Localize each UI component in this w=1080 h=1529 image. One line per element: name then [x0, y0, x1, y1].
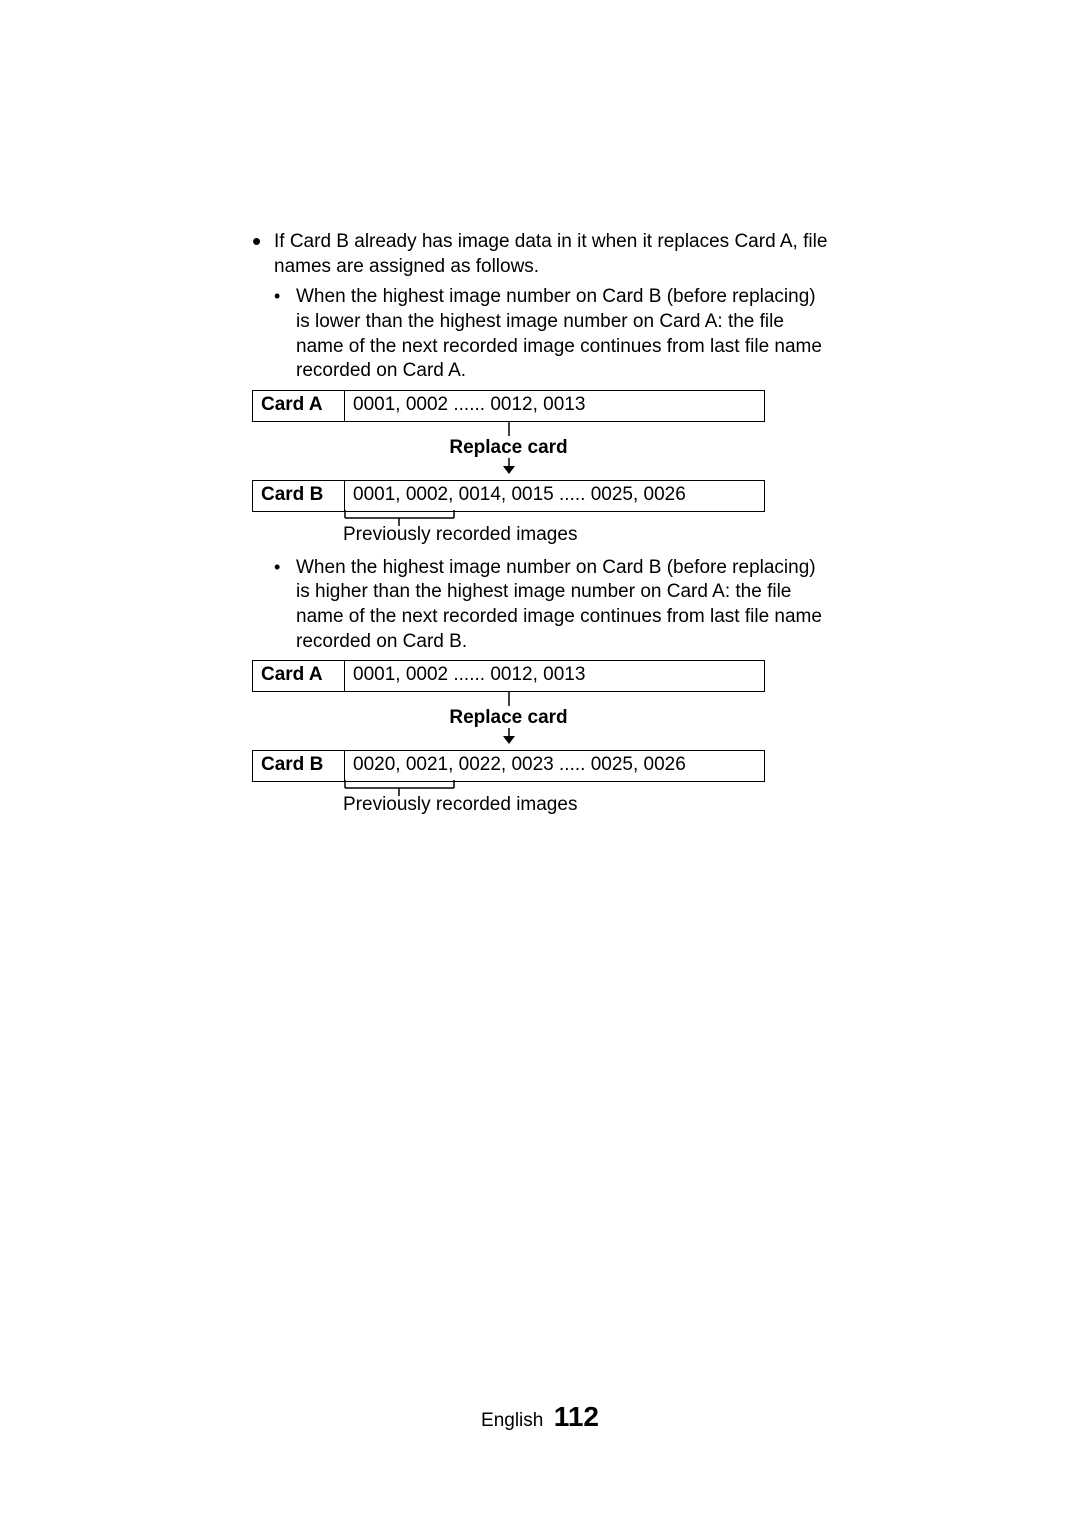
- intro-text: If Card B already has image data in it w…: [274, 230, 828, 279]
- replace-card-label: Replace card: [252, 708, 765, 729]
- arrow-down-icon: [252, 458, 765, 474]
- card-a-values: 0001, 0002 ...... 0012, 0013: [345, 661, 765, 692]
- replace-card-label: Replace card: [252, 438, 765, 459]
- table-row: Card B 0020, 0021, 0022, 0023 ..... 0025…: [253, 750, 765, 781]
- card-a-label: Card A: [253, 391, 345, 422]
- page-footer: English 112: [0, 1401, 1080, 1433]
- table-row: Card B 0001, 0002, 0014, 0015 ..... 0025…: [253, 480, 765, 511]
- case1-replace-block: Replace card: [252, 422, 765, 474]
- case2-card-a-table: Card A 0001, 0002 ...... 0012, 0013: [252, 660, 765, 692]
- card-b-label: Card B: [253, 750, 345, 781]
- case1-text: When the highest image number on Card B …: [296, 285, 828, 384]
- card-b-label: Card B: [253, 480, 345, 511]
- bullet-marker-icon: •: [274, 285, 296, 384]
- case2-card-b-table: Card B 0020, 0021, 0022, 0023 ..... 0025…: [252, 750, 765, 782]
- footer-language: English: [481, 1410, 543, 1432]
- connector-line-icon: [252, 692, 765, 706]
- case1-bullet: • When the highest image number on Card …: [274, 285, 828, 384]
- bullet-marker-icon: •: [274, 556, 296, 655]
- arrow-down-icon: [252, 728, 765, 744]
- card-b-values: 0001, 0002, 0014, 0015 ..... 0025, 0026: [345, 480, 765, 511]
- card-a-label: Card A: [253, 661, 345, 692]
- case2-text: When the highest image number on Card B …: [296, 556, 828, 655]
- connector-line-icon: [252, 422, 765, 436]
- table-row: Card A 0001, 0002 ...... 0012, 0013: [253, 661, 765, 692]
- bullet-marker-icon: •: [252, 230, 274, 279]
- case2-replace-block: Replace card: [252, 692, 765, 744]
- intro-bullet: • If Card B already has image data in it…: [252, 230, 828, 279]
- bracket-icon: [344, 780, 474, 798]
- case2-bullet: • When the highest image number on Card …: [274, 556, 828, 655]
- bracket-icon: [344, 510, 474, 528]
- case1-card-a-table: Card A 0001, 0002 ...... 0012, 0013: [252, 390, 765, 422]
- case1-card-b-table: Card B 0001, 0002, 0014, 0015 ..... 0025…: [252, 480, 765, 512]
- card-a-values: 0001, 0002 ...... 0012, 0013: [345, 391, 765, 422]
- case2-bracket: [252, 782, 765, 796]
- card-b-values: 0020, 0021, 0022, 0023 ..... 0025, 0026: [345, 750, 765, 781]
- case1-bracket: [252, 512, 765, 526]
- document-page: • If Card B already has image data in it…: [0, 0, 1080, 1529]
- table-row: Card A 0001, 0002 ...... 0012, 0013: [253, 391, 765, 422]
- footer-page-number: 112: [554, 1401, 599, 1433]
